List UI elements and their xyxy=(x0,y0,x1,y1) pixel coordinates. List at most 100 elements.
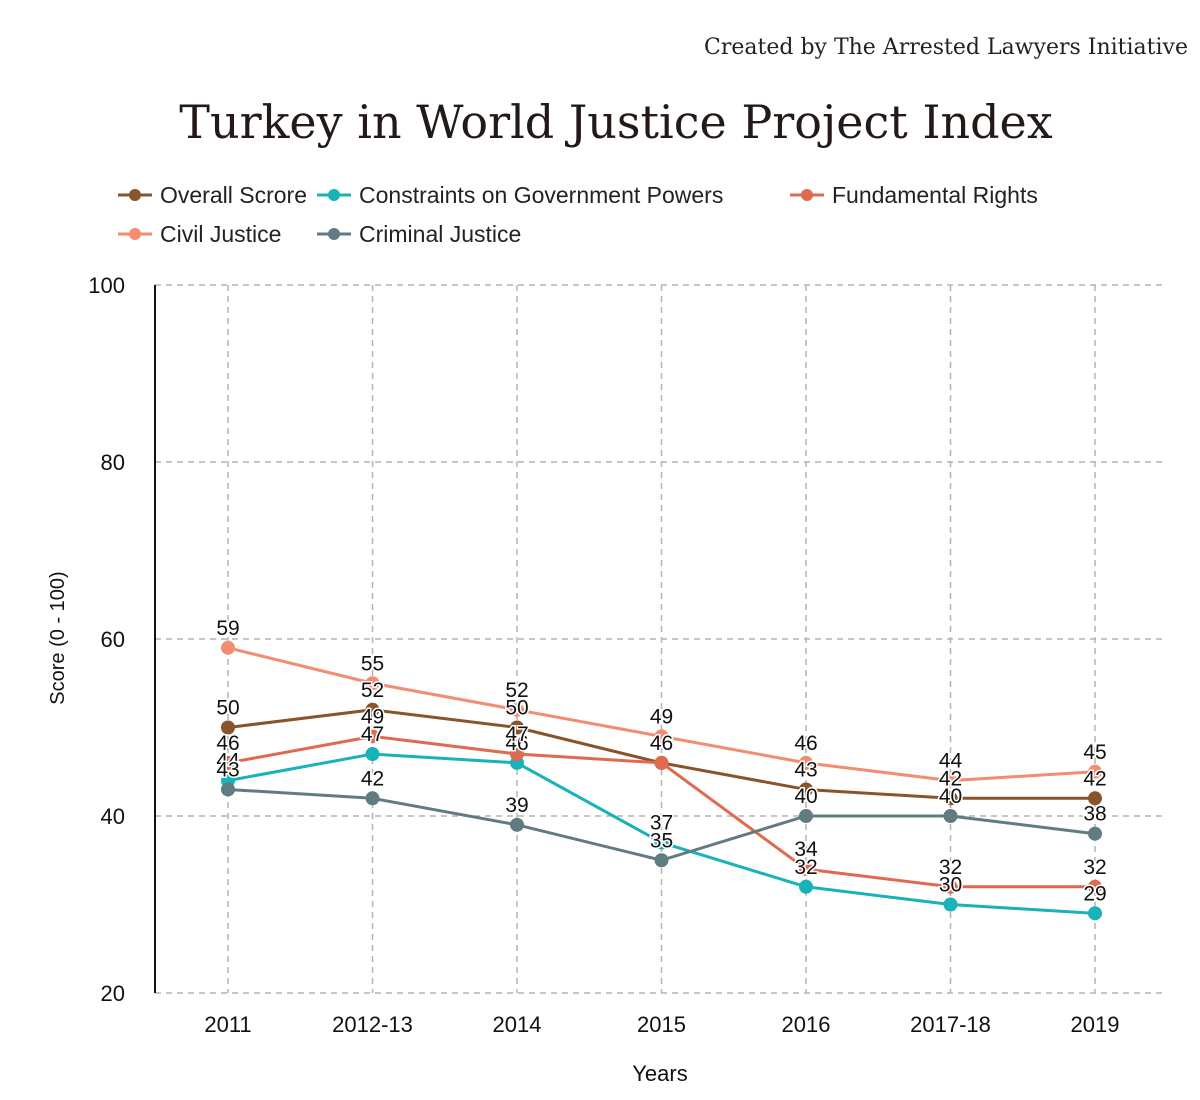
data-point xyxy=(799,755,813,770)
data-point xyxy=(510,702,524,717)
data-label: 44 xyxy=(939,750,963,773)
data-label: 34 xyxy=(794,838,818,861)
data-point xyxy=(365,702,380,717)
legend-item: Constraints on Government Powers xyxy=(317,182,723,208)
data-point xyxy=(365,729,380,744)
data-label: 42 xyxy=(361,767,384,790)
data-point xyxy=(1088,826,1102,841)
x-tick-label: 2015 xyxy=(637,1012,686,1037)
data-label: 39 xyxy=(505,794,528,817)
data-point xyxy=(510,747,524,762)
y-axis-label: Score (0 - 100) xyxy=(47,571,69,704)
data-label: 35 xyxy=(650,829,673,852)
data-label: 52 xyxy=(361,679,384,702)
data-point xyxy=(221,755,235,770)
data-label: 40 xyxy=(939,785,962,808)
chart-title: Turkey in World Justice Project Index xyxy=(179,95,1053,149)
data-label: 46 xyxy=(794,732,817,755)
data-point xyxy=(1088,764,1102,779)
data-label: 52 xyxy=(505,679,528,702)
data-label: 42 xyxy=(939,767,962,790)
data-label: 32 xyxy=(794,856,817,879)
data-label: 46 xyxy=(216,732,239,755)
data-point xyxy=(1088,906,1102,921)
data-label: 49 xyxy=(650,705,673,728)
data-point xyxy=(365,791,380,806)
data-point xyxy=(654,853,669,868)
y-tick-label: 100 xyxy=(88,273,125,298)
legend-item: Overall Scrore xyxy=(118,182,307,208)
data-label: 47 xyxy=(361,723,384,746)
data-label: 30 xyxy=(939,874,962,897)
x-tick-label: 2019 xyxy=(1071,1012,1120,1037)
legend-label: Fundamental Rights xyxy=(832,182,1038,208)
data-label: 46 xyxy=(650,732,673,755)
x-tick-label: 2011 xyxy=(204,1012,251,1037)
series-layer xyxy=(221,640,1102,921)
data-label: 45 xyxy=(1083,741,1106,764)
grid xyxy=(155,284,1165,994)
data-label: 59 xyxy=(216,617,239,640)
legend-item: Criminal Justice xyxy=(317,221,521,247)
data-label: 29 xyxy=(1083,882,1106,905)
y-tick-label: 60 xyxy=(101,627,125,652)
axes: 20 40 60 80 100 2011 2012-13 2014 2015 2016 2017-1… xyxy=(88,273,1119,1037)
data-label: 46 xyxy=(650,732,673,755)
data-point xyxy=(654,755,669,770)
data-point xyxy=(510,720,524,735)
data-label: 32 xyxy=(939,856,962,879)
credit-text: Created by The Arrested Lawyers Initiati… xyxy=(704,35,1188,60)
data-point xyxy=(654,729,669,744)
data-label: 46 xyxy=(505,732,528,755)
data-label: 38 xyxy=(1083,803,1106,826)
legend-label: Overall Scrore xyxy=(160,182,307,208)
legend-swatch-marker xyxy=(328,228,340,240)
data-point xyxy=(1088,879,1102,894)
data-point xyxy=(943,809,958,823)
x-tick-label: 2016 xyxy=(782,1012,831,1037)
x-axis-label: Years xyxy=(632,1061,687,1086)
data-point xyxy=(221,782,235,797)
data-label: 40 xyxy=(794,785,817,808)
legend-item: Fundamental Rights xyxy=(790,182,1038,208)
data-label: 32 xyxy=(1083,856,1106,879)
legend-swatch-marker xyxy=(129,189,141,201)
data-point xyxy=(654,835,669,850)
y-tick-label: 20 xyxy=(101,981,125,1006)
legend-label: Constraints on Government Powers xyxy=(359,182,723,208)
data-point xyxy=(365,676,380,691)
data-point xyxy=(221,640,235,655)
data-label: 55 xyxy=(361,652,384,675)
legend: Overall Scrore Constraints on Government … xyxy=(118,182,1038,247)
data-label: 43 xyxy=(794,758,817,781)
data-label: 47 xyxy=(505,723,528,746)
data-point xyxy=(799,809,813,823)
y-tick-label: 40 xyxy=(101,804,125,829)
y-tick-label: 80 xyxy=(101,450,125,475)
data-point xyxy=(799,879,813,894)
data-point xyxy=(510,817,524,832)
data-point xyxy=(1088,791,1102,806)
x-tick-label: 2014 xyxy=(493,1012,542,1037)
data-point xyxy=(221,720,235,735)
legend-label: Civil Justice xyxy=(160,221,281,247)
data-label: 42 xyxy=(1083,767,1106,790)
legend-swatch-marker xyxy=(328,189,340,201)
data-label: 50 xyxy=(505,697,528,720)
data-point xyxy=(365,747,380,762)
x-tick-label: 2012-13 xyxy=(332,1012,413,1037)
legend-swatch-marker xyxy=(801,189,813,201)
data-label: 50 xyxy=(216,697,239,720)
data-label: 44 xyxy=(216,750,240,773)
legend-swatch-marker xyxy=(129,228,141,240)
data-point xyxy=(943,879,958,894)
data-point xyxy=(799,782,813,797)
data-point xyxy=(943,773,958,788)
data-label: 37 xyxy=(650,812,673,835)
legend-label: Criminal Justice xyxy=(359,221,521,247)
data-label: 49 xyxy=(361,705,384,728)
data-point xyxy=(943,791,958,806)
data-point xyxy=(943,897,958,912)
